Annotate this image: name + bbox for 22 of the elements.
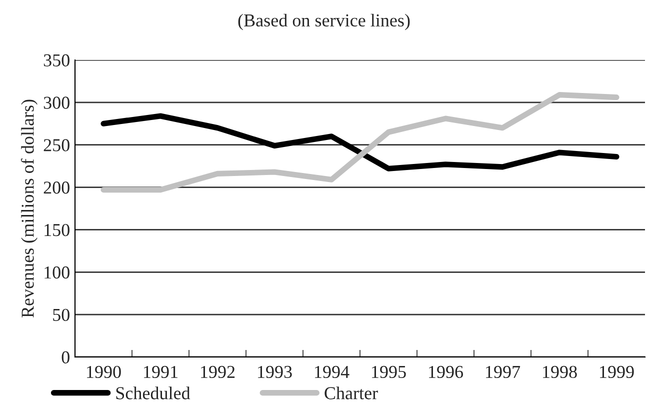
legend-label: Scheduled bbox=[116, 386, 190, 400]
y-tick-label: 50 bbox=[53, 308, 70, 322]
y-axis-title: Revenues (millions of dollars) bbox=[20, 100, 38, 318]
x-tick-label: 1994 bbox=[315, 366, 350, 378]
y-tick-label: 250 bbox=[44, 139, 70, 152]
y-tick-label: 300 bbox=[44, 96, 70, 109]
x-tick-label: 1991 bbox=[144, 366, 178, 378]
x-tick-label: 1999 bbox=[600, 366, 634, 378]
y-tick-label: 200 bbox=[44, 182, 70, 194]
y-tick-label: 150 bbox=[44, 224, 70, 236]
x-tick-label: 1996 bbox=[429, 366, 464, 378]
x-tick-label: 1997 bbox=[486, 366, 520, 378]
x-tick-label: 1992 bbox=[201, 366, 235, 378]
x-tick-label: 1993 bbox=[258, 366, 292, 378]
chart-subtitle: (Based on service lines) bbox=[238, 14, 410, 30]
x-tick-label: 1995 bbox=[372, 366, 406, 378]
y-tick-label: 350 bbox=[44, 54, 70, 66]
x-tick-label: 1990 bbox=[87, 366, 121, 378]
y-tick-label: 0 bbox=[62, 351, 70, 364]
legend-label: Charter bbox=[324, 386, 378, 400]
x-tick-label: 1998 bbox=[543, 366, 577, 378]
y-tick-label: 100 bbox=[44, 266, 70, 279]
